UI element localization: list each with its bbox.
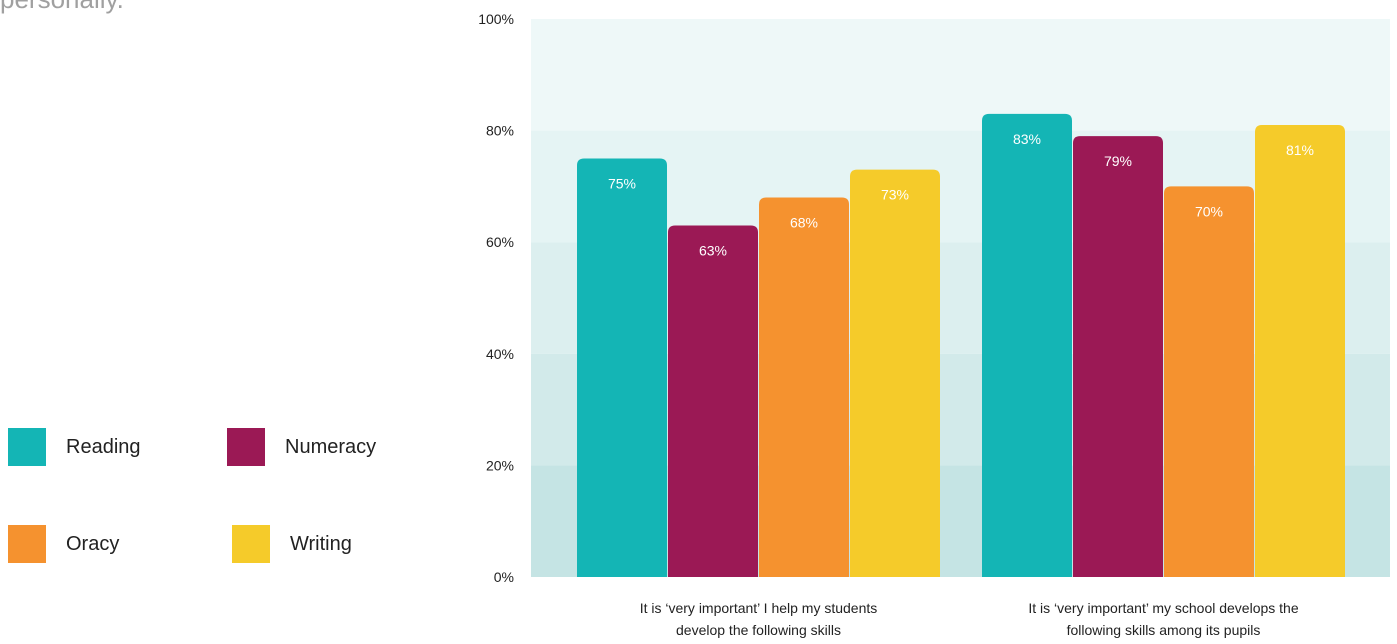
y-tick-label: 60%	[486, 234, 514, 250]
bar-numeracy	[1073, 136, 1163, 577]
y-tick-label: 40%	[486, 346, 514, 362]
category-label: following skills among its pupils	[1067, 622, 1261, 638]
bar-numeracy	[668, 225, 758, 577]
legend-item-writing: Writing	[232, 525, 352, 563]
bar-value-label: 81%	[1286, 142, 1314, 158]
chart-legend: Reading Numeracy Oracy Writing	[0, 0, 450, 644]
y-tick-label: 80%	[486, 123, 514, 139]
category-labels: It is ‘very important’ I help my student…	[640, 600, 1299, 638]
legend-label-writing: Writing	[290, 532, 352, 555]
legend-swatch-numeracy	[227, 428, 265, 466]
intro-text-fragment: personally.	[0, 0, 124, 15]
bar-value-label: 83%	[1013, 131, 1041, 147]
grid-band	[531, 19, 1390, 131]
legend-item-oracy: Oracy	[8, 525, 119, 563]
bar-value-label: 70%	[1195, 203, 1223, 219]
category-label: It is ‘very important’ my school develop…	[1028, 600, 1298, 616]
category-label: develop the following skills	[676, 622, 841, 638]
bar-value-label: 75%	[608, 176, 636, 192]
bar-value-label: 73%	[881, 187, 909, 203]
legend-swatch-reading	[8, 428, 46, 466]
bar-reading	[982, 113, 1072, 578]
legend-swatch-oracy	[8, 525, 46, 563]
y-tick-label: 0%	[494, 569, 514, 585]
legend-label-oracy: Oracy	[66, 532, 120, 555]
legend-label-numeracy: Numeracy	[285, 435, 377, 458]
bar-oracy	[1164, 186, 1254, 577]
y-tick-label: 100%	[478, 11, 514, 27]
legend-swatch-writing	[232, 525, 270, 563]
y-tick-label: 20%	[486, 457, 514, 473]
bar-writing	[850, 169, 940, 577]
y-axis-ticks: 0% 20% 40% 60% 80% 100%	[478, 11, 514, 585]
bar-value-label: 79%	[1104, 153, 1132, 169]
legend-label-reading: Reading	[66, 435, 141, 458]
bar-value-labels: 75% 83% 63% 79% 68% 70% 73% 81%	[608, 131, 1314, 259]
bar-writing	[1255, 125, 1345, 578]
bar-oracy	[759, 197, 849, 577]
bar-reading	[577, 158, 667, 577]
bar-value-label: 63%	[699, 242, 727, 258]
legend-item-numeracy: Numeracy	[227, 428, 376, 466]
category-label: It is ‘very important’ I help my student…	[640, 600, 878, 616]
bar-value-label: 68%	[790, 215, 818, 231]
bars	[577, 113, 1345, 578]
legend-item-reading: Reading	[8, 428, 141, 466]
